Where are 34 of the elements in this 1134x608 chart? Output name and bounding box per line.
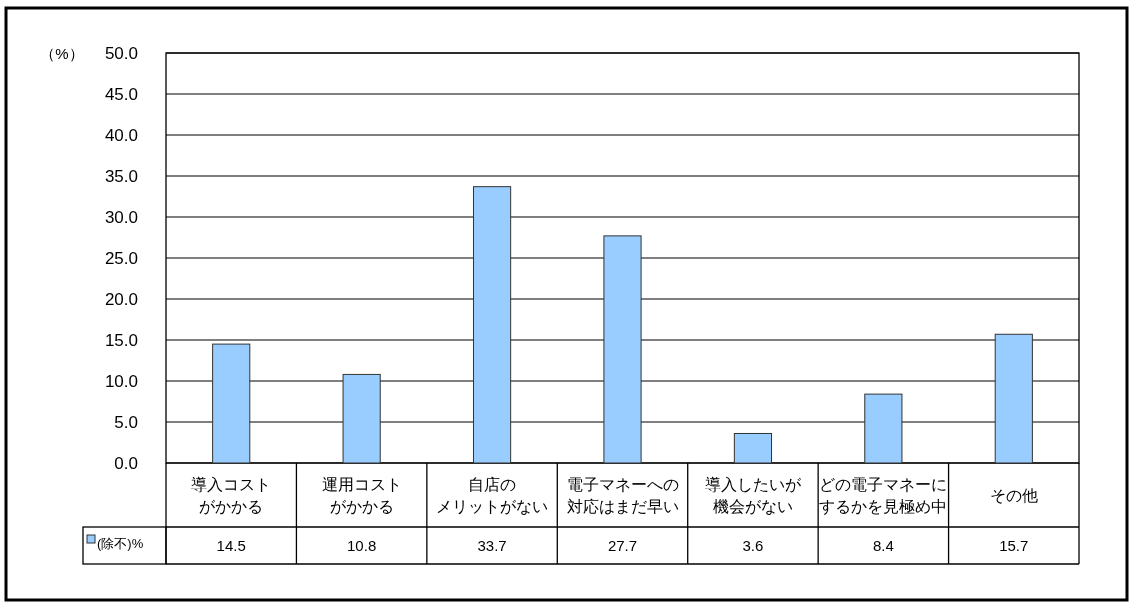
x-tick-label: どの電子マネーにするかを見極め中 <box>819 475 948 515</box>
y-tick-label: 10.0 <box>104 371 138 391</box>
bar <box>864 393 903 464</box>
bar <box>994 333 1033 464</box>
data-label: 8.4 <box>872 537 894 554</box>
data-label: 27.7 <box>607 537 638 554</box>
y-tick-label: 50.0 <box>104 43 138 63</box>
legend-label: (除不)% <box>97 536 144 551</box>
y-tick-label: 5.0 <box>114 412 138 432</box>
y-tick-label: 0.0 <box>114 453 138 473</box>
x-tick-label: その他 <box>989 486 1038 504</box>
data-label: 10.8 <box>347 537 377 554</box>
y-tick-label: 30.0 <box>104 207 138 227</box>
y-tick-label: 15.0 <box>104 330 138 350</box>
bar <box>212 343 251 464</box>
bar <box>733 432 773 464</box>
bar <box>472 186 512 464</box>
data-label: 14.5 <box>216 537 246 554</box>
x-tick-label: 電子マネーへの対応はまだ早い <box>566 475 679 515</box>
y-tick-label: 45.0 <box>104 84 138 104</box>
y-tick-label: 25.0 <box>104 248 138 268</box>
y-tick-label: 20.0 <box>104 289 138 309</box>
data-label: 33.7 <box>477 537 507 554</box>
data-label: 15.7 <box>999 537 1029 554</box>
y-tick-label: 40.0 <box>104 125 138 145</box>
data-label: 3.6 <box>742 537 764 554</box>
x-tick-label: 自店のメリットがない <box>436 475 549 515</box>
x-tick-label: 導入コストがかかる <box>191 475 272 515</box>
x-tick-label: 運用コストがかかる <box>321 475 402 515</box>
y-tick-label: 35.0 <box>104 166 138 186</box>
y-axis-title: （%） <box>40 44 84 62</box>
bar <box>342 373 381 464</box>
bar <box>603 235 642 464</box>
x-tick-label: 導入したいが機会がない <box>704 475 802 515</box>
